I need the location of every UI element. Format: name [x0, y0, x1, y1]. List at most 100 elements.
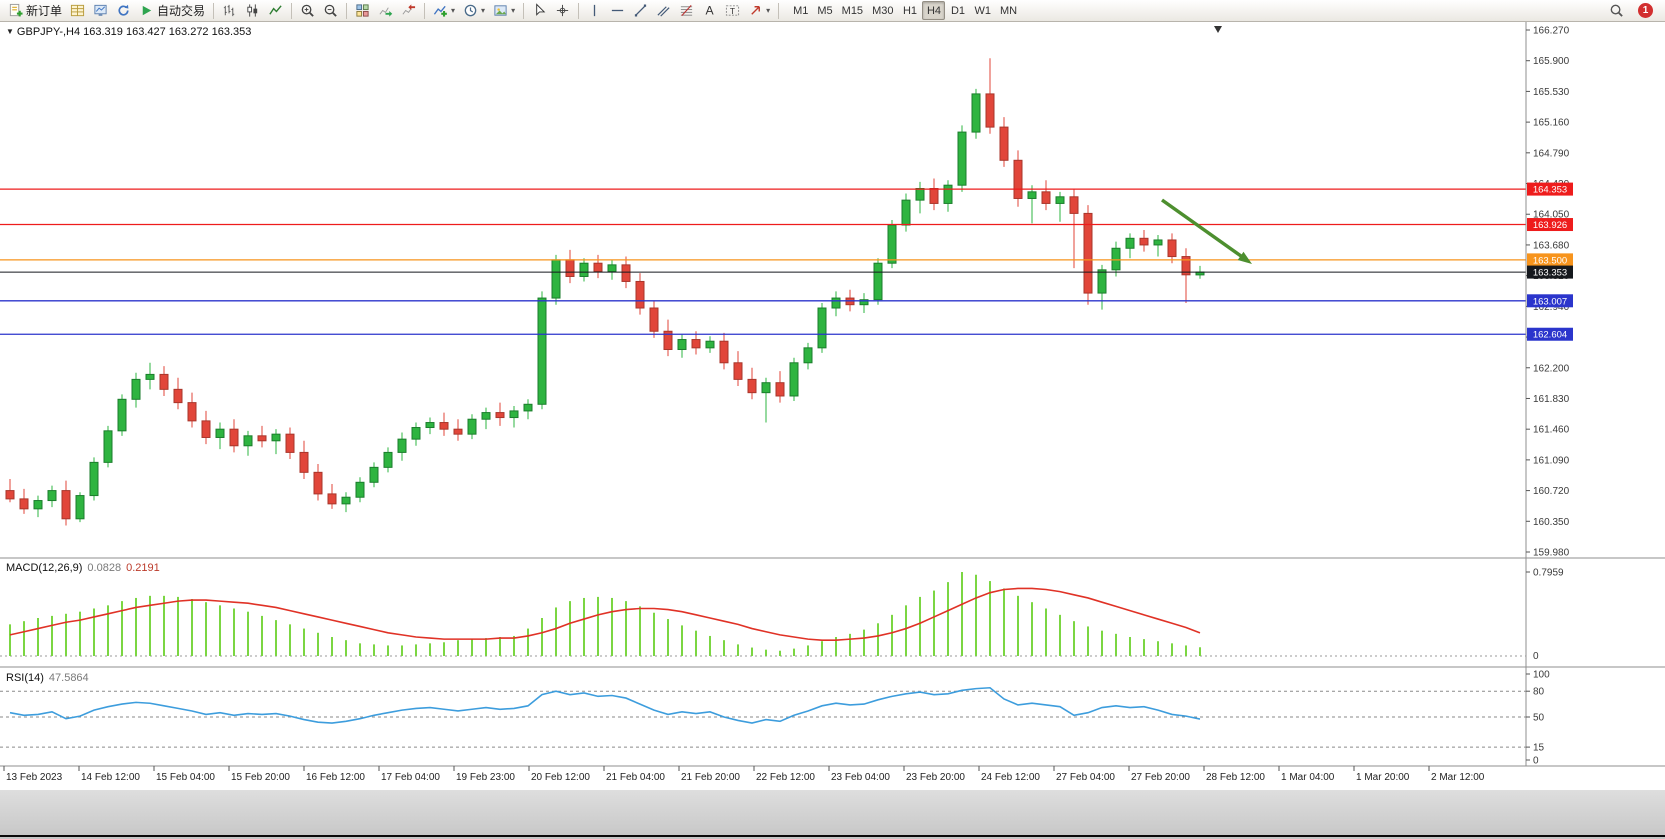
tile-windows-button[interactable]	[351, 1, 374, 20]
timeframe-m30-button[interactable]: M30	[868, 1, 897, 20]
axes-layer	[0, 22, 1665, 767]
vertical-line-tool-button[interactable]	[583, 1, 606, 20]
annotation-arrow-layer[interactable]	[1160, 198, 1252, 264]
dropdown-caret-icon: ▾	[481, 5, 486, 15]
annotation-arrow[interactable]	[1160, 198, 1243, 258]
toolbar-separator	[291, 2, 293, 19]
client-area-bottom	[0, 790, 1665, 839]
autotrading-button[interactable]: 自动交易	[135, 1, 209, 20]
candles-layer[interactable]	[5, 58, 1205, 526]
svg-text:164.050: 164.050	[1533, 210, 1570, 221]
arrows-icon	[751, 6, 761, 15]
search-button[interactable]	[1605, 1, 1628, 20]
new-order-label: 新订单	[26, 4, 63, 18]
horizontal-line-tool-button[interactable]	[606, 1, 629, 20]
bottom-divider	[0, 835, 1665, 837]
timeframe-m1-button[interactable]: M1	[789, 1, 812, 20]
rsi-value: 47.5864	[48, 672, 89, 684]
svg-text:13 Feb 2023: 13 Feb 2023	[6, 772, 63, 783]
svg-text:27 Feb 20:00: 27 Feb 20:00	[1131, 772, 1190, 783]
svg-text:2 Mar 12:00: 2 Mar 12:00	[1431, 772, 1485, 783]
chart-canvas[interactable]: 166.270165.900165.530165.160164.790164.4…	[0, 22, 1665, 790]
channel-tool-button[interactable]	[652, 1, 675, 20]
search-icon	[1610, 4, 1623, 17]
timeframe-w1-button[interactable]: W1	[970, 1, 995, 20]
svg-text:A: A	[706, 4, 715, 18]
toolbar-separator	[523, 2, 525, 19]
bar-chart-button[interactable]	[218, 1, 241, 20]
text-tool-button[interactable]: A	[698, 1, 721, 20]
chart-shift-button[interactable]	[397, 1, 420, 20]
price-tag-163.353	[1527, 265, 1573, 279]
chart-area[interactable]: 166.270165.900165.530165.160164.790164.4…	[0, 22, 1665, 790]
zoom-out-icon	[324, 4, 337, 17]
svg-text:161.090: 161.090	[1533, 455, 1570, 466]
svg-text:164.790: 164.790	[1533, 148, 1570, 159]
svg-text:166.270: 166.270	[1533, 26, 1570, 37]
toolbar-separator	[346, 2, 348, 19]
zoom-in-button[interactable]	[296, 1, 319, 20]
timeframe-m5-button[interactable]: M5	[813, 1, 836, 20]
toolbar-separator	[578, 2, 580, 19]
trendline-tool-button[interactable]	[629, 1, 652, 20]
cursor-button[interactable]	[528, 1, 551, 20]
candlestick-chart-button[interactable]	[241, 1, 264, 20]
svg-text:1 Mar 20:00: 1 Mar 20:00	[1356, 772, 1410, 783]
svg-text:159.980: 159.980	[1533, 548, 1570, 559]
macd-title: MACD(12,26,9)	[6, 562, 83, 574]
svg-text:162.200: 162.200	[1533, 363, 1570, 374]
timeframe-h4-button[interactable]: H4	[922, 1, 946, 20]
indicators-icon	[433, 5, 447, 17]
timeframe-d1-button[interactable]: D1	[946, 1, 969, 20]
periods-button[interactable]: ▾	[459, 1, 489, 20]
svg-text:163.926: 163.926	[1533, 220, 1567, 231]
timeframe-mn-button[interactable]: MN	[996, 1, 1021, 20]
timeframe-m15-button[interactable]: M15	[838, 1, 867, 20]
main-toolbar: 新订单	[0, 0, 1665, 22]
channel-icon	[657, 6, 670, 17]
price-levels-layer[interactable]	[0, 188, 1526, 335]
toolbar-separator	[424, 2, 426, 19]
market-watch-button[interactable]	[66, 1, 89, 20]
arrows-tool-button[interactable]: ▾	[744, 1, 774, 20]
timeframe-h1-button[interactable]: H1	[898, 1, 921, 20]
svg-text:80: 80	[1533, 687, 1545, 698]
crosshair-button[interactable]	[551, 1, 574, 20]
autotrading-label: 自动交易	[157, 4, 206, 18]
indicators-button[interactable]: ▾	[429, 1, 459, 20]
cursor-icon	[536, 3, 546, 16]
svg-text:163.500: 163.500	[1533, 255, 1567, 266]
line-chart-button[interactable]	[264, 1, 287, 20]
svg-text:15 Feb 04:00: 15 Feb 04:00	[156, 772, 215, 783]
text-label-tool-button[interactable]: T	[721, 1, 744, 20]
auto-scroll-button[interactable]	[374, 1, 397, 20]
svg-text:165.900: 165.900	[1533, 56, 1570, 67]
svg-text:162.940: 162.940	[1533, 302, 1570, 313]
price-tag-163.007	[1527, 294, 1573, 308]
symbol-collapse-icon[interactable]: ▼	[6, 27, 14, 36]
candlestick-chart-icon	[247, 4, 258, 17]
svg-text:15: 15	[1533, 743, 1545, 754]
notification-badge[interactable]: 1	[1638, 3, 1653, 18]
svg-text:0: 0	[1533, 651, 1539, 662]
svg-text:164.353: 164.353	[1533, 185, 1567, 196]
fibonacci-tool-button[interactable]	[675, 1, 698, 20]
price-tag-164.353	[1527, 182, 1573, 196]
tile-windows-icon	[356, 4, 369, 17]
zoom-out-button[interactable]	[319, 1, 342, 20]
new-order-button[interactable]: 新订单	[4, 1, 66, 20]
data-window-button[interactable]	[89, 1, 112, 20]
svg-text:28 Feb 12:00: 28 Feb 12:00	[1206, 772, 1265, 783]
horizontal-line-icon	[611, 9, 624, 12]
new-order-icon	[9, 3, 23, 17]
toolbar-separator	[213, 2, 215, 19]
price-tag-162.604	[1527, 327, 1573, 341]
svg-text:161.460: 161.460	[1533, 425, 1570, 436]
time-axis: 13 Feb 2023 14 Feb 12:00 15 Feb 04:00 15 Fe…	[3, 766, 1485, 783]
svg-text:160.350: 160.350	[1533, 517, 1570, 528]
templates-button[interactable]: ▾	[489, 1, 519, 20]
svg-text:16 Feb 12:00: 16 Feb 12:00	[306, 772, 365, 783]
refresh-button[interactable]	[112, 1, 135, 20]
chart-shift-marker[interactable]	[1214, 26, 1222, 33]
